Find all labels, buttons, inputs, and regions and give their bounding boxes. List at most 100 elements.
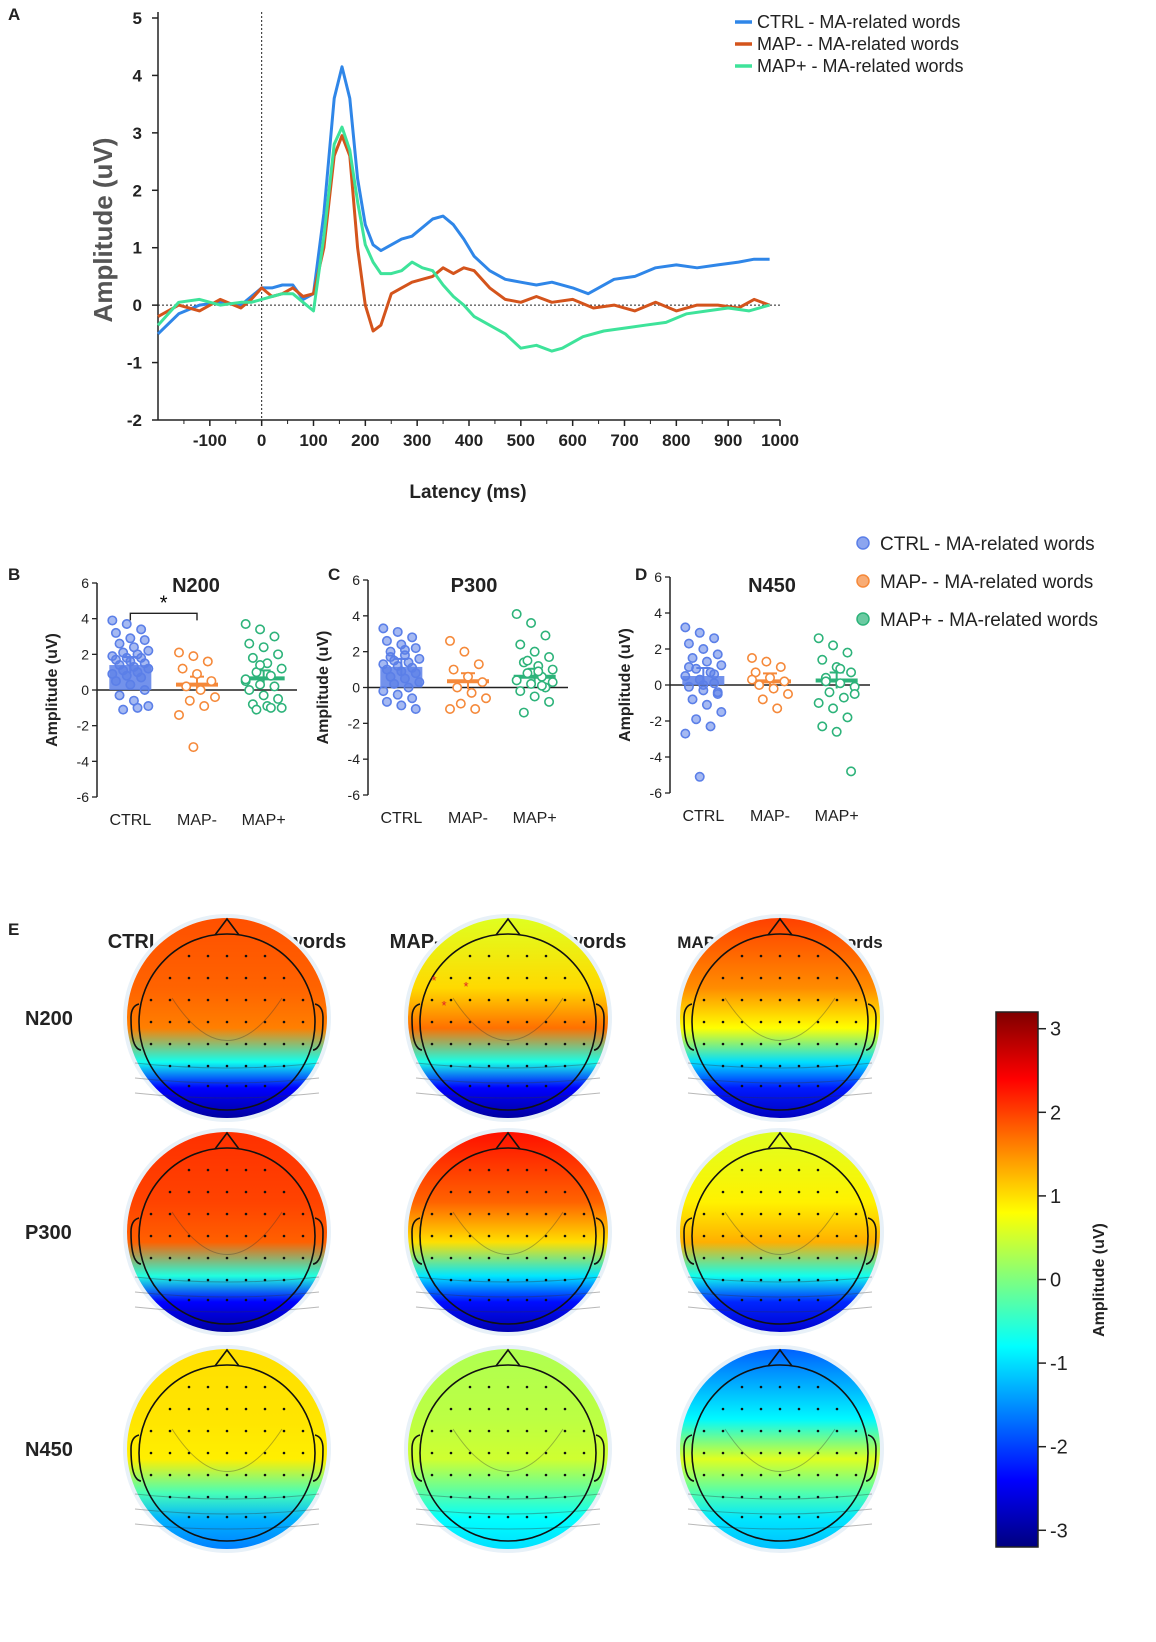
electrode-dot [244,1234,248,1238]
electrode-dot [168,1429,172,1433]
electrode-dot [449,1234,453,1238]
electrode-dot [835,998,839,1002]
topomap-contour [687,1523,873,1530]
topomap [123,914,331,1122]
panel-c-letter: C [328,565,340,584]
electrode-dot [797,1234,801,1238]
electrode-dot [525,1451,529,1455]
electrode-dot [816,1298,820,1302]
electrode-dot [468,1168,472,1172]
head-outline [419,1147,597,1325]
scatter-point [511,609,522,620]
scatter-ytick-label: -4 [348,751,361,767]
electrode-dot [468,1495,472,1499]
electrode-dot [816,1407,820,1411]
scatter-ylabel: Amplitude (uV) [617,628,634,742]
n200-scatter-chart: N200 Amplitude (uV) -6 -4 -2 0 2 4 6 CTRL MAP- MAP+… [44,575,297,829]
electrode-dot [525,1385,529,1389]
electrode-dot [225,954,229,958]
electrode-dot [449,1042,453,1046]
electrode-dot [835,976,839,980]
electrode-dot [206,954,210,958]
electrode-dot [468,1385,472,1389]
scatter-point [754,679,765,690]
electrode-dot [263,1515,267,1519]
scatter-point [522,668,533,679]
electrode-dot [740,976,744,980]
electrode-dot [778,1515,782,1519]
electrode-dot [468,1473,472,1477]
scatter-point [701,699,712,710]
electrode-dot [244,1190,248,1194]
scatter-point [828,703,839,714]
electrode-dot [206,1407,210,1411]
scatter-point [378,623,389,634]
scatter-point [378,686,389,697]
topomap-row-label: N200 [25,1008,73,1030]
electrode-dot [468,1020,472,1024]
electrode-dot [206,1042,210,1046]
electrode-dot [187,1515,191,1519]
topomap-contour [687,1077,873,1084]
topomap-contour [134,1291,320,1298]
electrode-dot [225,976,229,980]
scatter-ytick-label: 4 [654,605,662,621]
electrode-dot [487,1212,491,1216]
electrode-dot [449,1020,453,1024]
electrode-dot [563,1407,567,1411]
electrode-dot [854,1042,858,1046]
electrode-dot [282,976,286,980]
electrode-dot [187,1020,191,1024]
scatter-point [701,656,712,667]
electrode-dot [487,1256,491,1260]
electrode-dot [544,1190,548,1194]
electrode-dot [778,1168,782,1172]
electrode-dot [430,1234,434,1238]
topomap-contour [415,1077,601,1084]
electrode-dot [506,1256,510,1260]
head-outline [691,1147,869,1325]
electrode-dot [721,1234,725,1238]
electrode-dot [244,1168,248,1172]
electrode-dot [263,1298,267,1302]
scatter-point [842,712,853,723]
topomap-contour [687,1508,873,1515]
scatter-point [410,643,421,654]
electrode-dot [563,1256,567,1260]
scatter-category-label: MAP- [177,812,217,829]
scatter-ytick-label: 0 [81,682,89,698]
electrode-dot [263,1385,267,1389]
electrode-dot [563,1234,567,1238]
scatter-ytick-label: 2 [352,644,360,660]
electrode-dot [544,1495,548,1499]
electrode-dot [187,1429,191,1433]
electrode-dot [854,1256,858,1260]
electrode-dot [263,1190,267,1194]
electrode-dot [740,1473,744,1477]
scatter-point [210,692,221,703]
electrode-dot [525,1256,529,1260]
electrode-dot [468,1407,472,1411]
electrode-dot [544,1298,548,1302]
electrode-dot [506,1212,510,1216]
electrode-dot [759,1042,763,1046]
electrode-dot [582,1473,586,1477]
a-ytick-label: -2 [127,411,142,430]
scatter-title: N450 [748,575,796,597]
scatter-point [709,669,720,680]
colorbar-tick-label: 0 [1050,1270,1061,1292]
electrode-dot [168,1256,172,1260]
electrode-dot [468,1234,472,1238]
electrode-dot [187,1473,191,1477]
electrode-dot [430,1429,434,1433]
electrode-dot [244,998,248,1002]
colorbar-tick-label: 2 [1050,1102,1061,1124]
electrode-dot [544,1212,548,1216]
electrode-dot [740,1451,744,1455]
topomap-contour [415,1062,601,1069]
electrode-dot [544,1515,548,1519]
electrode-dot [430,998,434,1002]
electrode-dot [187,1190,191,1194]
electrode-dot [206,1495,210,1499]
electrode-dot [168,976,172,980]
